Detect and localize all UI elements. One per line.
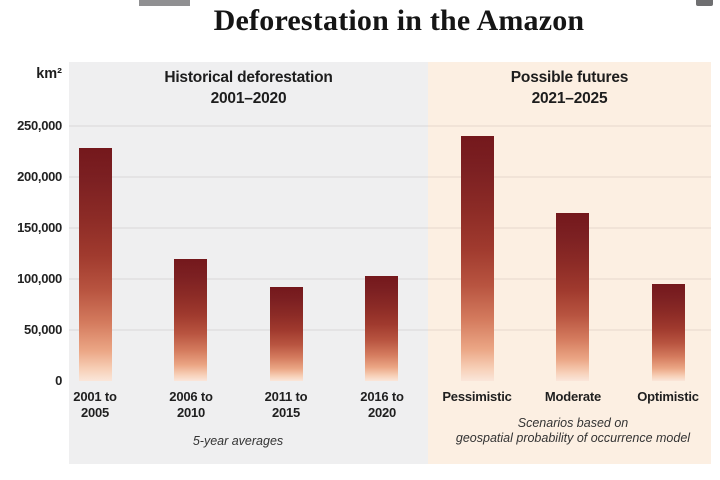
bar-2016-to-2020 [365, 275, 398, 381]
category-label: 2006 to 2010 [143, 389, 239, 420]
y-tick-label: 50,000 [24, 322, 62, 337]
category-label: 2011 to 2015 [238, 389, 334, 420]
category-label-line: 2011 to [264, 389, 308, 404]
category-label-line: 2016 to [360, 389, 404, 404]
category-label: 2016 to 2020 [334, 389, 430, 420]
bar-2001-to-2005 [79, 148, 112, 381]
category-label: Pessimistic [442, 389, 512, 404]
historical-header-period: 2001–2020 [210, 90, 287, 107]
caption-line: 5-year averages [192, 434, 284, 448]
gridline-250,000 [69, 125, 711, 127]
bar-optimistic [652, 284, 685, 381]
category-label-line: 2010 [176, 404, 206, 420]
futures-panel-header: Possible futures 2021–2025 [428, 67, 711, 109]
gridline-200,000 [69, 176, 711, 178]
historical-header-title: Historical deforestation [164, 69, 333, 86]
category-label: Moderate [544, 389, 602, 404]
caption-line: geospatial probability of occurrence mod… [455, 431, 691, 445]
category-label-line: 2005 [80, 404, 110, 420]
gridline-150,000 [69, 227, 711, 229]
cropped-logo-fragment [139, 0, 190, 6]
historical-panel-background [69, 62, 428, 464]
historical-panel-header: Historical deforestation 2001–2020 [69, 67, 428, 109]
historical-caption: 5-year averages [98, 434, 378, 449]
futures-header-title: Possible futures [510, 69, 629, 86]
y-tick-label: 100,000 [17, 271, 62, 286]
bar-pessimistic [461, 136, 494, 381]
y-axis-unit-label: km² [36, 66, 62, 82]
category-label: 2001 to 2005 [47, 389, 143, 420]
bar-2011-to-2015 [270, 287, 303, 381]
category-label-line: 2001 to [73, 389, 117, 404]
bar-2006-to-2010 [174, 258, 207, 381]
caption-line: Scenarios based on [517, 416, 629, 430]
cropped-edge-fragment [696, 0, 713, 6]
y-tick-label: 150,000 [17, 220, 62, 235]
y-tick-label: 250,000 [17, 118, 62, 133]
category-label-line: 2020 [367, 404, 397, 420]
category-label-line: 2015 [271, 404, 301, 420]
category-label-line: 2006 to [169, 389, 213, 404]
futures-header-period: 2021–2025 [531, 90, 608, 107]
chart-title: Deforestation in the Amazon [213, 4, 585, 37]
y-tick-label: 200,000 [17, 169, 62, 184]
y-tick-label: 0 [55, 373, 62, 388]
category-label: Optimistic [637, 389, 699, 404]
bar-moderate [556, 212, 589, 381]
futures-caption: Scenarios based on geospatial probability… [433, 416, 713, 446]
